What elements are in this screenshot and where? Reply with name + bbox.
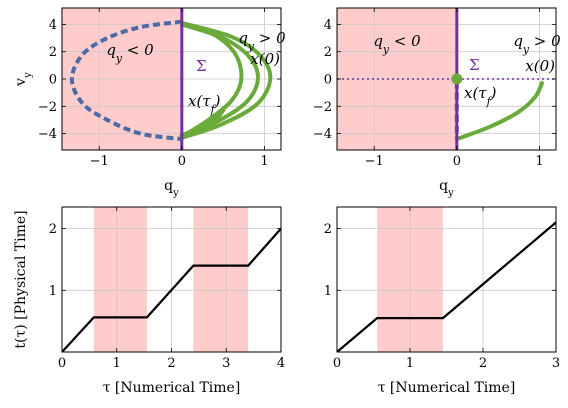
y-tick-label: 1 xyxy=(49,284,57,299)
annotation-label: x(0) xyxy=(525,57,555,75)
y-tick-label: 0 xyxy=(49,73,57,88)
x-tick-label: 3 xyxy=(552,356,560,371)
y-tick-label: −4 xyxy=(313,127,332,142)
y-tick-label: 0 xyxy=(324,73,332,88)
x-tick-label: 2 xyxy=(167,356,175,371)
x-axis-label: qy xyxy=(439,178,454,199)
x-tick-label: 1 xyxy=(260,154,268,169)
series-group xyxy=(337,221,556,352)
x-tick-label: 0 xyxy=(453,154,461,169)
y-tick-label: 2 xyxy=(324,45,332,60)
annotation-label: Σ xyxy=(196,57,207,75)
series-line-0 xyxy=(337,221,556,352)
panel-top-right: −1 0 1 −4 −2 0 2 4 qy qy < 0 qy > 0 Σ x(0) x(τf) xyxy=(313,7,561,199)
x-axis-label: τ [Numerical Time] xyxy=(103,380,241,396)
x-tick-label: 0 xyxy=(58,356,66,371)
x-tick-label: 1 xyxy=(406,356,414,371)
x-tick-label: 1 xyxy=(113,356,121,371)
annotation-label: qy > 0 xyxy=(238,29,286,53)
y-axis-label: t(τ) [Physical Time] xyxy=(13,210,29,348)
y-tick-label: 2 xyxy=(324,222,332,237)
annotation-label: qy < 0 xyxy=(373,32,421,56)
series-line-0 xyxy=(454,81,544,142)
annotation-label: qy < 0 xyxy=(106,41,154,65)
y-tick-label: 2 xyxy=(49,45,57,60)
annotation-label: Σ xyxy=(469,56,480,74)
axes-frame xyxy=(336,206,557,353)
x-tick-label: 3 xyxy=(222,356,230,371)
y-tick-label: 1 xyxy=(324,284,332,299)
x-tick-label: 2 xyxy=(479,356,487,371)
x-tick-label: 0 xyxy=(333,356,341,371)
x-axis-label: qy xyxy=(164,178,179,199)
series-line-3 xyxy=(179,21,273,140)
marker-point xyxy=(451,73,463,85)
series-group xyxy=(69,19,273,142)
annotation-label: x(τf) xyxy=(464,84,497,108)
y-tick-label: 4 xyxy=(49,18,57,33)
panel-top-left: −1 0 1 −4 −2 0 2 4 qy vy qy < 0 qy > 0 Σ x(0) x(τf) xyxy=(13,7,286,199)
x-tick-label: 0 xyxy=(178,154,186,169)
series-line-0 xyxy=(62,227,281,352)
x-tick-label: 1 xyxy=(535,154,543,169)
panel-bottom-right: 0 1 2 3 1 2 τ [Numerical Time] xyxy=(324,206,560,396)
y-tick-label: −2 xyxy=(313,100,332,115)
shaded-band xyxy=(193,207,249,352)
y-axis-label-group: vy xyxy=(13,72,34,87)
annotation-label: x(0) xyxy=(250,50,280,68)
x-tick-label: −1 xyxy=(90,154,109,169)
y-tick-label: −2 xyxy=(38,100,57,115)
shaded-band xyxy=(93,207,147,352)
annotation-label: x(τf) xyxy=(188,92,221,116)
series-line-4 xyxy=(179,108,226,139)
annotation-label: qy > 0 xyxy=(513,32,561,56)
y-tick-label: −4 xyxy=(38,127,57,142)
y-axis-label-group: t(τ) [Physical Time] xyxy=(13,210,29,348)
x-tick-label: −1 xyxy=(365,154,384,169)
series-line-0 xyxy=(69,19,183,142)
y-axis-label: vy xyxy=(13,72,34,87)
y-tick-label: 4 xyxy=(324,18,332,33)
panel-bottom-left: 0 1 2 3 4 1 2 τ [Numerical Time] t(τ) [Physical … xyxy=(13,206,285,396)
series-group xyxy=(62,227,281,352)
x-tick-label: 4 xyxy=(277,356,285,371)
x-axis-label: τ [Numerical Time] xyxy=(378,380,516,396)
series-line-2 xyxy=(179,22,260,137)
y-tick-label: 2 xyxy=(49,222,57,237)
